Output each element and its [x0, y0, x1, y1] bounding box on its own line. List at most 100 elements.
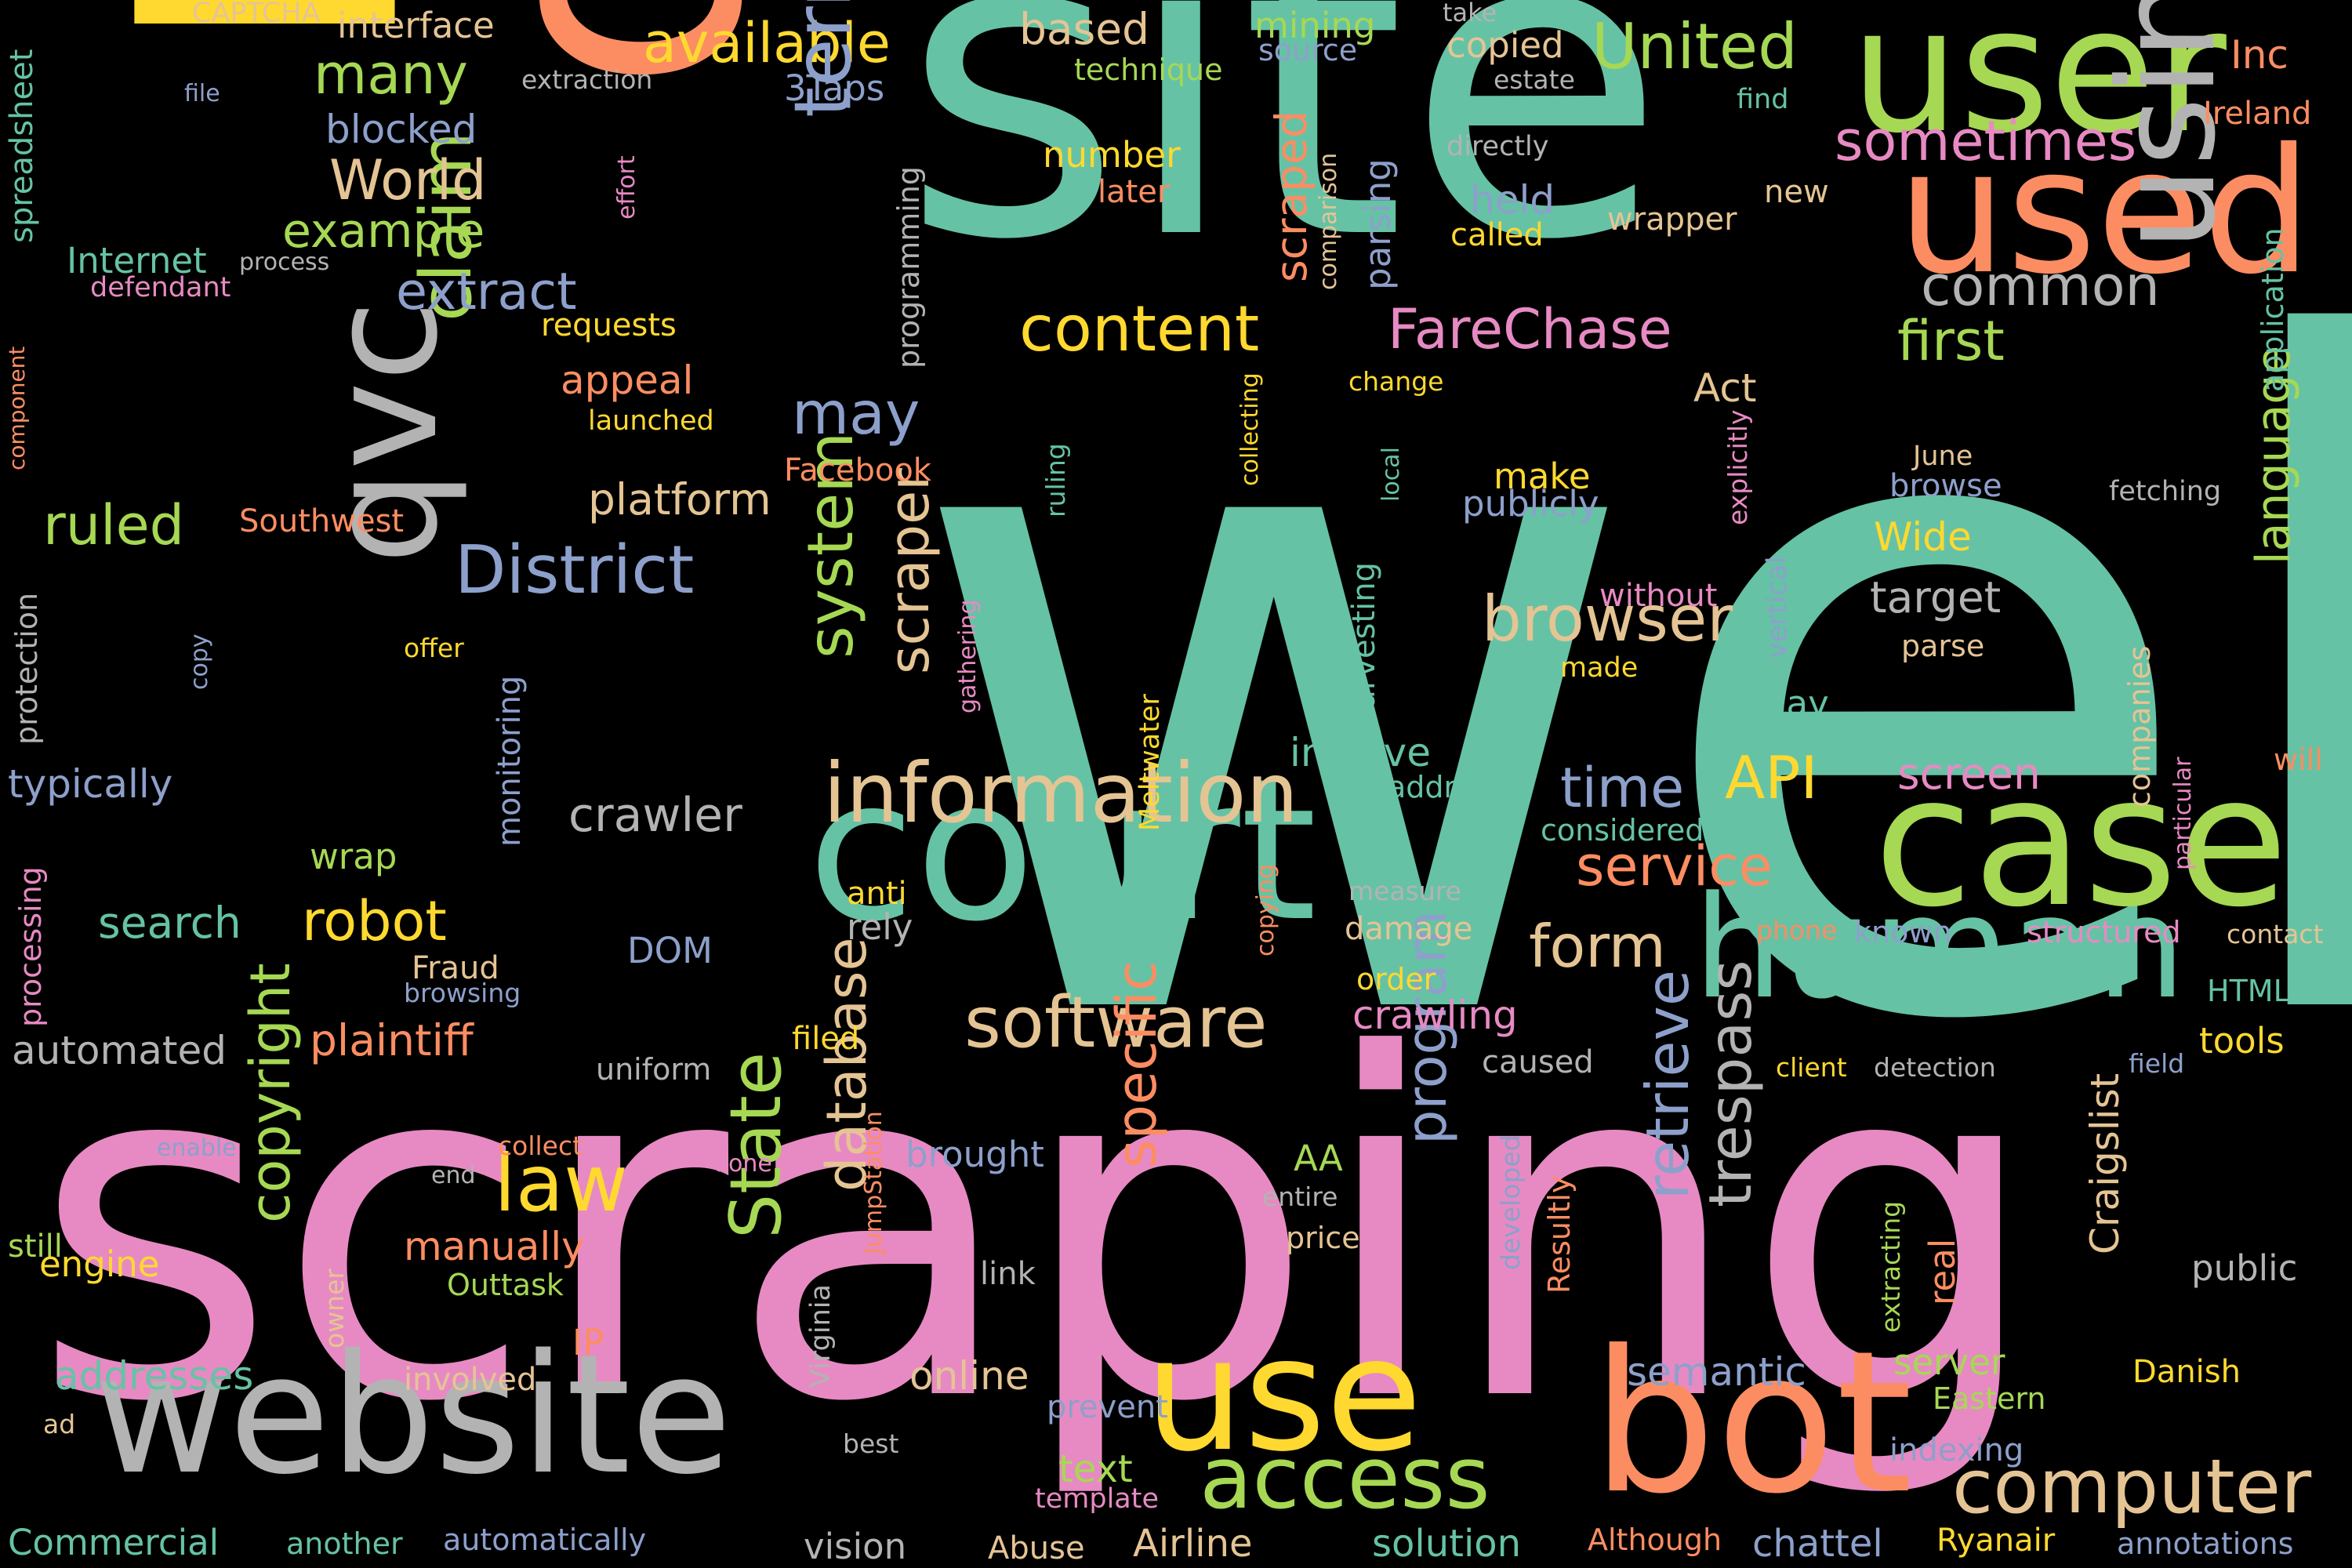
- word: semantic: [1627, 1349, 1806, 1395]
- word: Resultly: [1542, 1175, 1577, 1294]
- word: collect: [498, 1131, 583, 1161]
- word: bot: [1592, 1308, 1913, 1537]
- word: server: [1893, 1341, 2005, 1383]
- word: crawling: [1352, 993, 1518, 1038]
- word: law: [494, 1138, 628, 1229]
- word: IP: [572, 1322, 604, 1363]
- word: wrap: [310, 836, 397, 877]
- word: defendant: [90, 272, 231, 303]
- word: website: [94, 1319, 732, 1511]
- word: information: [823, 746, 1299, 841]
- word: contact: [2227, 919, 2324, 949]
- word: take: [1443, 0, 1497, 27]
- word: source: [1258, 33, 1358, 67]
- word: State: [715, 1051, 797, 1239]
- word: site: [902, 0, 1667, 332]
- word: automated: [12, 1028, 227, 1073]
- word: content: [1019, 292, 1260, 365]
- word: used: [1897, 111, 2313, 312]
- word: structured: [2027, 915, 2181, 949]
- word: field: [2129, 1048, 2185, 1079]
- word: launched: [588, 405, 714, 437]
- word: rely: [847, 906, 913, 948]
- word: Virginia: [805, 1284, 837, 1388]
- word: programming: [891, 166, 926, 368]
- word: target: [1870, 572, 2002, 622]
- word: effort: [613, 155, 641, 220]
- word: fetching: [2109, 476, 2222, 507]
- word: make: [1494, 456, 1591, 497]
- word: involve: [1290, 730, 1432, 775]
- word: address: [1388, 770, 1505, 804]
- word: damage: [1345, 911, 1473, 947]
- word: Ryanair: [1936, 1523, 2056, 1559]
- word: AA: [1294, 1138, 1343, 1179]
- word: protection: [9, 592, 44, 745]
- word: technique: [1074, 53, 1223, 87]
- word: use: [1145, 1304, 1423, 1486]
- word: copying: [1252, 863, 1279, 956]
- word: trespass: [1696, 960, 1765, 1207]
- word: phone: [1756, 915, 1838, 946]
- word: many: [314, 42, 468, 107]
- word: another: [286, 1526, 403, 1561]
- word: involved: [404, 1362, 537, 1398]
- word: World: [329, 148, 487, 212]
- word: brought: [906, 1134, 1044, 1175]
- word: measure: [1348, 876, 1461, 906]
- word: platform: [588, 474, 771, 524]
- word: engine: [39, 1243, 160, 1285]
- word: HTML: [2207, 974, 2290, 1008]
- word: addresses: [55, 1353, 254, 1399]
- word: Abuse: [988, 1530, 1085, 1566]
- word: retrieve: [1633, 969, 1702, 1200]
- word: scraping: [31, 956, 2043, 1504]
- word: Act: [1693, 365, 1757, 411]
- word: appeal: [561, 358, 694, 403]
- word: known: [1854, 915, 1952, 949]
- word: copyright: [238, 963, 303, 1223]
- word: estate: [1494, 64, 1575, 95]
- word: solution: [1372, 1522, 1522, 1566]
- word: collecting: [1236, 372, 1264, 486]
- word: ruling: [1040, 443, 1071, 517]
- word: automatically: [443, 1523, 647, 1557]
- word: manually: [404, 1224, 585, 1269]
- word: offer: [404, 633, 464, 663]
- word: time: [1560, 756, 1685, 820]
- word: screen: [1897, 749, 2041, 799]
- word: specific: [1105, 960, 1169, 1168]
- word: Facebook: [784, 452, 931, 488]
- word: computer: [1952, 1444, 2312, 1530]
- word: owner: [319, 1269, 350, 1348]
- word: extraction: [521, 64, 653, 95]
- word: later: [1098, 174, 1171, 210]
- word: spreadsheet: [4, 49, 40, 243]
- word: file: [184, 80, 220, 107]
- word: Ireland: [2203, 96, 2312, 132]
- word: example: [282, 204, 485, 259]
- word: companies: [2122, 645, 2157, 808]
- word: Meltwater: [1134, 694, 1166, 831]
- word: Craigslist: [2082, 1073, 2128, 1254]
- word: particular: [2169, 757, 2197, 870]
- word: publicly: [1462, 483, 1599, 524]
- word: interface: [337, 5, 495, 46]
- word: developed: [1495, 1134, 1526, 1270]
- word: enable: [157, 1134, 237, 1162]
- word: will: [2274, 742, 2323, 777]
- word: number: [1043, 134, 1181, 176]
- word: service: [1576, 834, 1773, 898]
- word: search: [98, 898, 241, 948]
- word: parsing: [1357, 158, 1399, 290]
- word: change: [1348, 366, 1444, 397]
- word: Internet: [67, 240, 207, 281]
- word: browse: [1889, 468, 2002, 504]
- word: web: [902, 160, 2352, 1219]
- word: new: [1764, 174, 1829, 210]
- word: prevent: [1047, 1389, 1168, 1425]
- word: processing: [13, 866, 48, 1027]
- word: browsing: [404, 978, 521, 1008]
- word: application: [2256, 227, 2290, 392]
